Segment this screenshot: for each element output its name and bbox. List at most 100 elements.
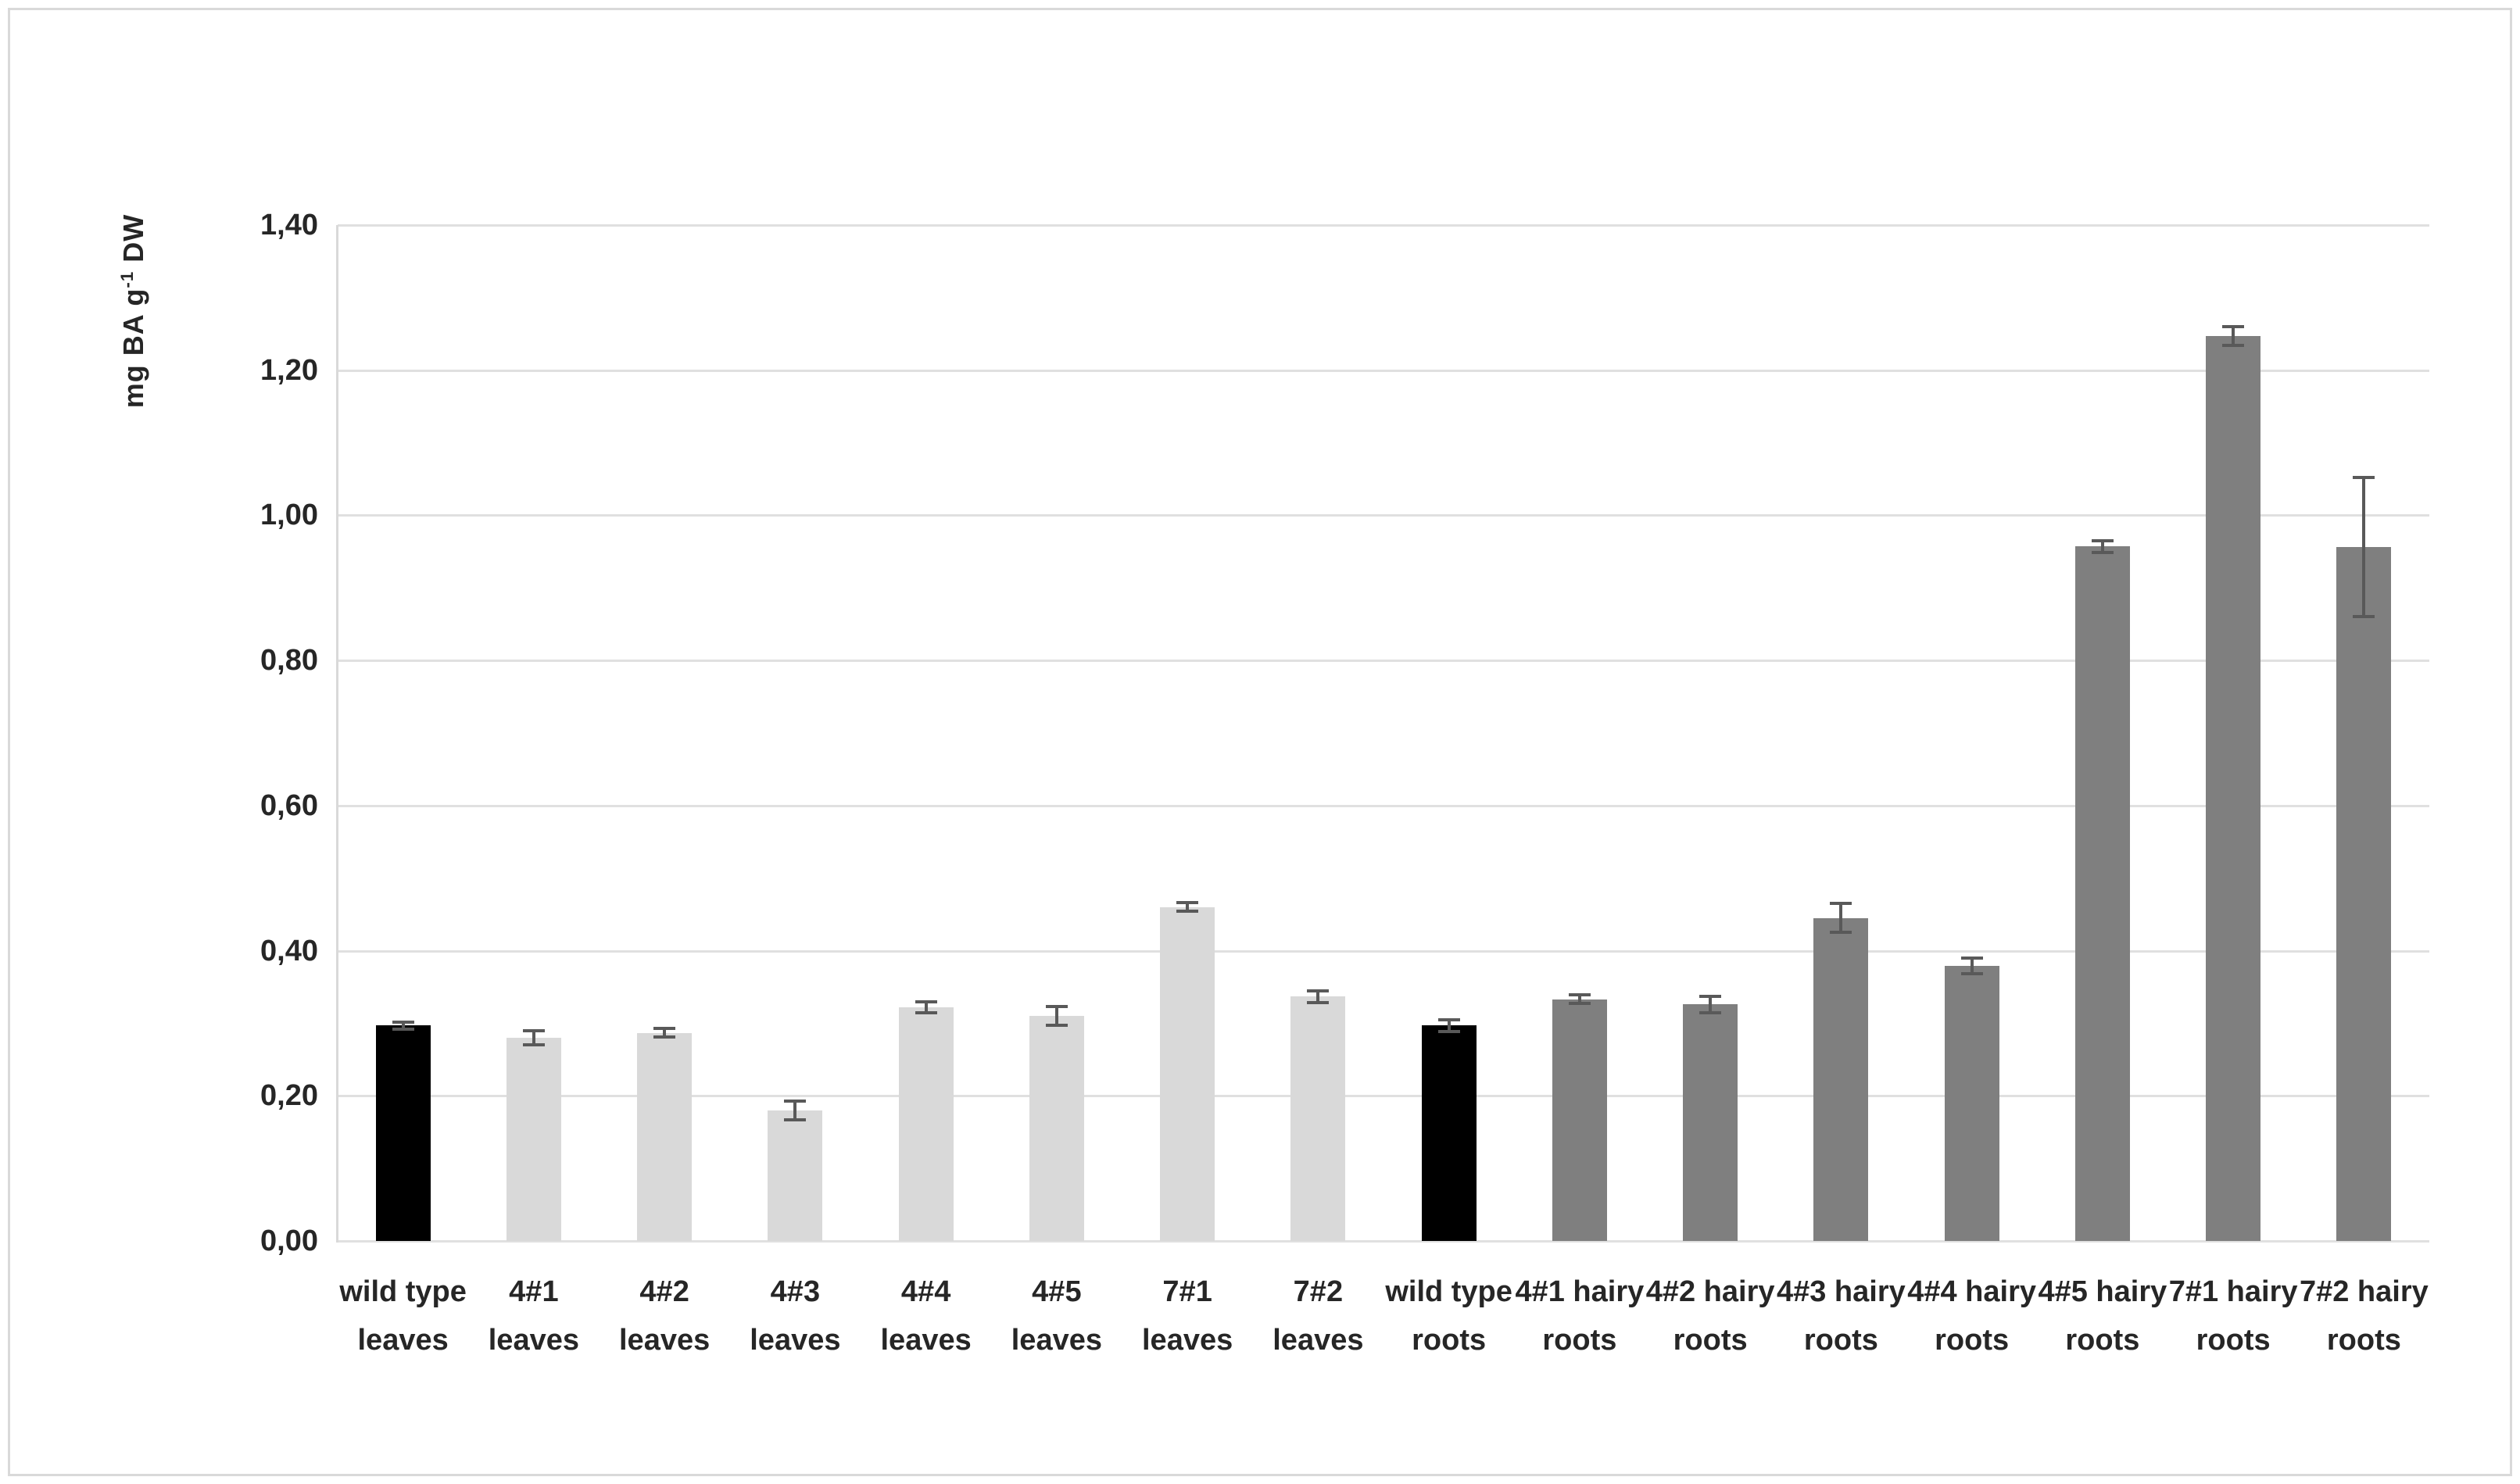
error-bar-top-cap-wild-type-leaves xyxy=(392,1020,414,1024)
x-tick-label-line1: 4#4 xyxy=(900,1275,951,1308)
bar-7-1-hairy-roots xyxy=(2206,336,2261,1241)
error-bar-top-cap-7-2-hairy-roots xyxy=(2353,476,2375,480)
x-tick-label-line2: roots xyxy=(1935,1324,2010,1357)
error-bar-7-2-leaves xyxy=(1316,990,1320,1003)
x-tick-label-4-3-leaves: 4#3 leaves xyxy=(705,1268,885,1364)
x-tick-label-wild-type-roots: wild type roots xyxy=(1359,1268,1539,1364)
y-tick-label-0-00: 0,00 xyxy=(260,1225,318,1257)
x-tick-label-4-4-hairy-roots: 4#4 hairy roots xyxy=(1882,1268,2062,1364)
error-bar-4-1-hairy-roots xyxy=(1577,995,1581,1004)
error-bar-bottom-cap-4-4-leaves xyxy=(915,1011,937,1015)
y-axis-line xyxy=(336,225,338,1243)
x-tick-label-4-3-hairy-roots: 4#3 hairy roots xyxy=(1751,1268,1931,1364)
gridline-0-80 xyxy=(338,660,2429,663)
error-bar-top-cap-4-2-leaves xyxy=(653,1026,676,1030)
x-tick-label-line2: leaves xyxy=(357,1324,449,1357)
bar-4-2-hairy-roots xyxy=(1683,1004,1738,1241)
x-tick-label-line2: leaves xyxy=(619,1324,711,1357)
error-bar-bottom-cap-wild-type-roots xyxy=(1437,1029,1460,1033)
gridline-0-40 xyxy=(338,949,2429,953)
error-bar-4-4-leaves xyxy=(924,1001,928,1014)
gridline-0-00 xyxy=(338,1240,2429,1243)
error-bar-top-cap-7-1-leaves xyxy=(1176,901,1199,905)
error-bar-top-cap-4-5-hairy-roots xyxy=(2091,538,2114,542)
error-bar-bottom-cap-7-1-leaves xyxy=(1176,910,1199,914)
error-bar-bottom-cap-4-2-leaves xyxy=(653,1035,676,1039)
bar-4-5-hairy-roots xyxy=(2074,546,2130,1241)
error-bar-top-cap-4-4-leaves xyxy=(915,999,937,1003)
y-tick-label-1-00: 1,00 xyxy=(260,499,318,532)
x-tick-label-7-1-hairy-roots: 7#1 hairy roots xyxy=(2143,1268,2323,1364)
gridline-0-20 xyxy=(338,1095,2429,1098)
error-bar-bottom-cap-7-2-leaves xyxy=(1307,1000,1330,1004)
x-tick-label-line1: 4#3 xyxy=(770,1275,821,1308)
y-tick-label-1-40: 1,40 xyxy=(260,209,318,241)
error-bar-bottom-cap-7-2-hairy-roots xyxy=(2353,615,2375,619)
gridline-1-00 xyxy=(338,514,2429,517)
x-tick-label-4-5-leaves: 4#5 leaves xyxy=(967,1268,1147,1364)
x-tick-label-line1: 4#2 hairy xyxy=(1645,1275,1775,1308)
bar-4-3-leaves xyxy=(768,1110,823,1241)
figure-border xyxy=(8,8,2512,1476)
x-tick-label-line2: roots xyxy=(1673,1324,1748,1357)
error-bar-bottom-cap-4-3-leaves xyxy=(784,1117,807,1121)
x-tick-label-7-2-leaves: 7#2 leaves xyxy=(1228,1268,1408,1364)
x-tick-label-line1: 7#2 xyxy=(1293,1275,1344,1308)
x-tick-label-line2: leaves xyxy=(750,1324,841,1357)
x-tick-label-line2: leaves xyxy=(1011,1324,1102,1357)
error-bar-bottom-cap-4-5-hairy-roots xyxy=(2091,550,2114,554)
x-tick-label-line1: wild type xyxy=(1385,1275,1512,1308)
x-tick-label-4-2-hairy-roots: 4#2 hairy roots xyxy=(1620,1268,1800,1364)
error-bar-top-cap-4-5-leaves xyxy=(1045,1005,1068,1009)
gridline-1-40 xyxy=(338,224,2429,227)
error-bar-7-2-hairy-roots xyxy=(2362,477,2366,617)
y-axis-title-text: mg BA g xyxy=(117,288,149,409)
error-bar-top-cap-4-3-leaves xyxy=(784,1099,807,1103)
error-bar-bottom-cap-4-4-hairy-roots xyxy=(1960,972,1983,976)
error-bar-top-cap-7-1-hairy-roots xyxy=(2222,325,2245,328)
error-bar-bottom-cap-4-5-leaves xyxy=(1045,1024,1068,1028)
error-bar-top-cap-4-2-hairy-roots xyxy=(1699,995,1722,999)
y-axis-title: mg BA g-1 DW xyxy=(117,77,149,545)
y-axis-title-superscript: -1 xyxy=(117,270,137,288)
bar-wild-type-roots xyxy=(1421,1025,1477,1241)
error-bar-wild-type-roots xyxy=(1447,1019,1451,1032)
y-tick-label-0-80: 0,80 xyxy=(260,644,318,678)
error-bar-4-1-leaves xyxy=(532,1030,535,1046)
error-bar-bottom-cap-4-3-hairy-roots xyxy=(1830,931,1852,935)
error-bar-4-5-leaves xyxy=(1054,1007,1058,1026)
error-bar-top-cap-4-4-hairy-roots xyxy=(1960,956,1983,960)
bar-7-1-leaves xyxy=(1160,906,1215,1241)
error-bar-4-3-leaves xyxy=(793,1100,797,1120)
bar-4-4-leaves xyxy=(898,1007,954,1241)
error-bar-bottom-cap-7-1-hairy-roots xyxy=(2222,344,2245,348)
x-tick-label-line1: wild type xyxy=(339,1275,467,1308)
x-tick-label-7-2-hairy-roots: 7#2 hairy roots xyxy=(2274,1268,2454,1364)
x-tick-label-4-1-hairy-roots: 4#1 hairy roots xyxy=(1490,1268,1670,1364)
x-tick-label-line2: roots xyxy=(2196,1324,2271,1357)
y-tick-label-0-40: 0,40 xyxy=(260,934,318,967)
x-tick-label-line2: roots xyxy=(1803,1324,1878,1357)
x-tick-label-line2: leaves xyxy=(1142,1324,1233,1357)
error-bar-top-cap-7-2-leaves xyxy=(1307,989,1330,992)
x-tick-label-line2: leaves xyxy=(880,1324,972,1357)
x-tick-label-4-2-leaves: 4#2 leaves xyxy=(575,1268,754,1364)
bar-4-1-hairy-roots xyxy=(1552,999,1607,1241)
x-tick-label-line2: leaves xyxy=(488,1324,579,1357)
bar-7-2-leaves xyxy=(1290,996,1346,1241)
gridline-1-20 xyxy=(338,369,2429,372)
error-bar-wild-type-leaves xyxy=(401,1021,405,1029)
error-bar-4-4-hairy-roots xyxy=(1970,957,1974,974)
error-bar-4-5-hairy-roots xyxy=(2100,540,2104,552)
bar-4-4-hairy-roots xyxy=(1944,966,1999,1241)
bar-4-2-leaves xyxy=(637,1032,693,1241)
x-tick-label-4-1-leaves: 4#1 leaves xyxy=(444,1268,624,1364)
bar-wild-type-leaves xyxy=(375,1025,431,1241)
error-bar-bottom-cap-4-2-hairy-roots xyxy=(1699,1010,1722,1014)
x-tick-label-line1: 4#1 hairy xyxy=(1515,1275,1645,1308)
x-tick-label-line1: 7#1 xyxy=(1162,1275,1212,1308)
x-tick-label-line1: 4#3 hairy xyxy=(1776,1275,1906,1308)
y-tick-label-0-60: 0,60 xyxy=(260,788,318,822)
error-bar-4-2-hairy-roots xyxy=(1709,996,1713,1013)
